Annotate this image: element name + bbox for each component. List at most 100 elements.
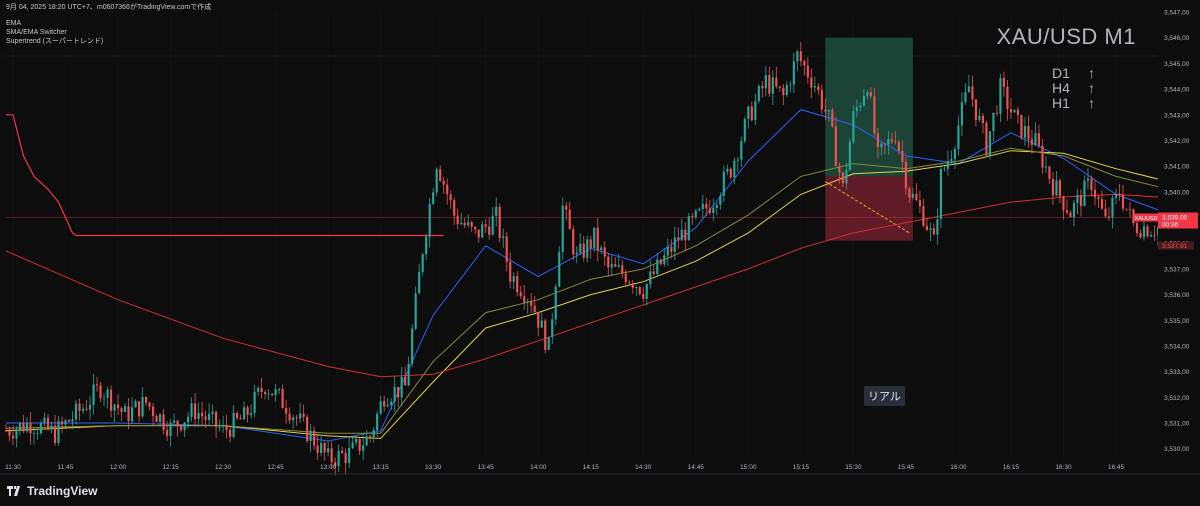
indicator-sma-ema-switcher[interactable]: SMA/EMA Switcher [6,29,67,36]
candle [908,188,911,198]
time-tick-label: 16:45 [1108,464,1125,471]
candle [442,180,445,185]
candle [1104,208,1107,217]
candle [593,227,596,248]
candle [610,264,613,268]
candle [215,411,218,427]
candle [257,387,260,392]
candle [278,388,281,390]
candle [859,105,862,108]
candle [813,86,816,88]
candle [432,192,435,204]
candle [666,246,669,256]
price-tick-label: 3,547,00 [1164,10,1190,17]
candle [943,168,946,170]
candle [267,393,270,395]
candle [260,387,263,392]
candle [1023,125,1027,138]
candle [768,75,771,94]
candle [421,254,424,272]
candle [806,65,809,78]
candle [764,75,767,89]
candle [200,412,204,417]
candle [313,430,316,446]
candle [1044,166,1048,168]
time-tick-label: 16:15 [1003,464,1020,471]
candle [782,87,785,95]
candle [698,209,701,211]
candle [537,311,540,328]
candle [29,422,32,434]
time-tick-label: 15:45 [898,464,915,471]
candle [316,445,319,454]
candle [1016,109,1020,115]
candle [1006,86,1009,110]
candle [540,320,543,328]
candle [1076,194,1079,204]
candle [386,404,389,407]
candle [918,200,921,207]
time-tick-label: 15:00 [740,464,757,471]
candle [663,255,666,265]
candle [1139,233,1142,238]
indicator-supertrend[interactable]: Supertrend (スーパートレンド) [6,38,104,45]
candle [999,77,1002,114]
candle [967,86,971,93]
candle [960,102,964,126]
candle [446,184,449,195]
candle [950,159,953,162]
candle [1058,180,1062,197]
price-tick-label: 3,542,00 [1164,138,1190,145]
candle [586,239,589,258]
candle [411,328,414,364]
candle [659,259,662,265]
candle [67,420,71,422]
candle [642,293,645,299]
time-tick-label: 13:30 [425,464,442,471]
indicator-ema[interactable]: EMA [6,20,22,27]
candle [393,386,396,402]
candle [141,396,144,417]
candle [495,206,498,216]
up-arrow-icon: ↑ [1088,80,1095,96]
footer-brand: TradingView [7,484,97,498]
candle [498,206,501,238]
candle [740,141,743,160]
candle [64,420,67,425]
candle [512,276,515,282]
candle [673,237,676,252]
candle [754,101,757,121]
price-tick-label: 3,534,00 [1164,343,1190,350]
price-tick-label: 3,543,00 [1164,112,1190,119]
price-tick-label: 3,537,00 [1164,266,1190,273]
candle [722,171,725,196]
candle [120,408,123,413]
candle [404,376,407,386]
candle [684,229,687,241]
candle [337,450,340,466]
candle [334,461,337,466]
trend-row-h1: H1 ↑ [1052,96,1095,111]
candle [274,389,277,396]
candle [778,86,781,88]
candle [1072,203,1076,218]
time-tick-label: 14:45 [688,464,705,471]
time-tick-label: 11:30 [5,464,21,471]
candle [855,107,858,112]
time-tick-label: 14:30 [635,464,652,471]
candle [852,111,855,142]
take-profit-zone [825,37,913,177]
candle [222,424,225,427]
candle [106,389,109,398]
candle [978,115,981,120]
candle [11,435,15,439]
price-tick-label: 3,544,00 [1164,87,1190,94]
candle [179,426,183,431]
candle [225,424,228,430]
candle [1111,197,1114,218]
candle [169,422,172,436]
candle [691,216,694,218]
price-tick-label: 3,541,00 [1164,164,1190,171]
